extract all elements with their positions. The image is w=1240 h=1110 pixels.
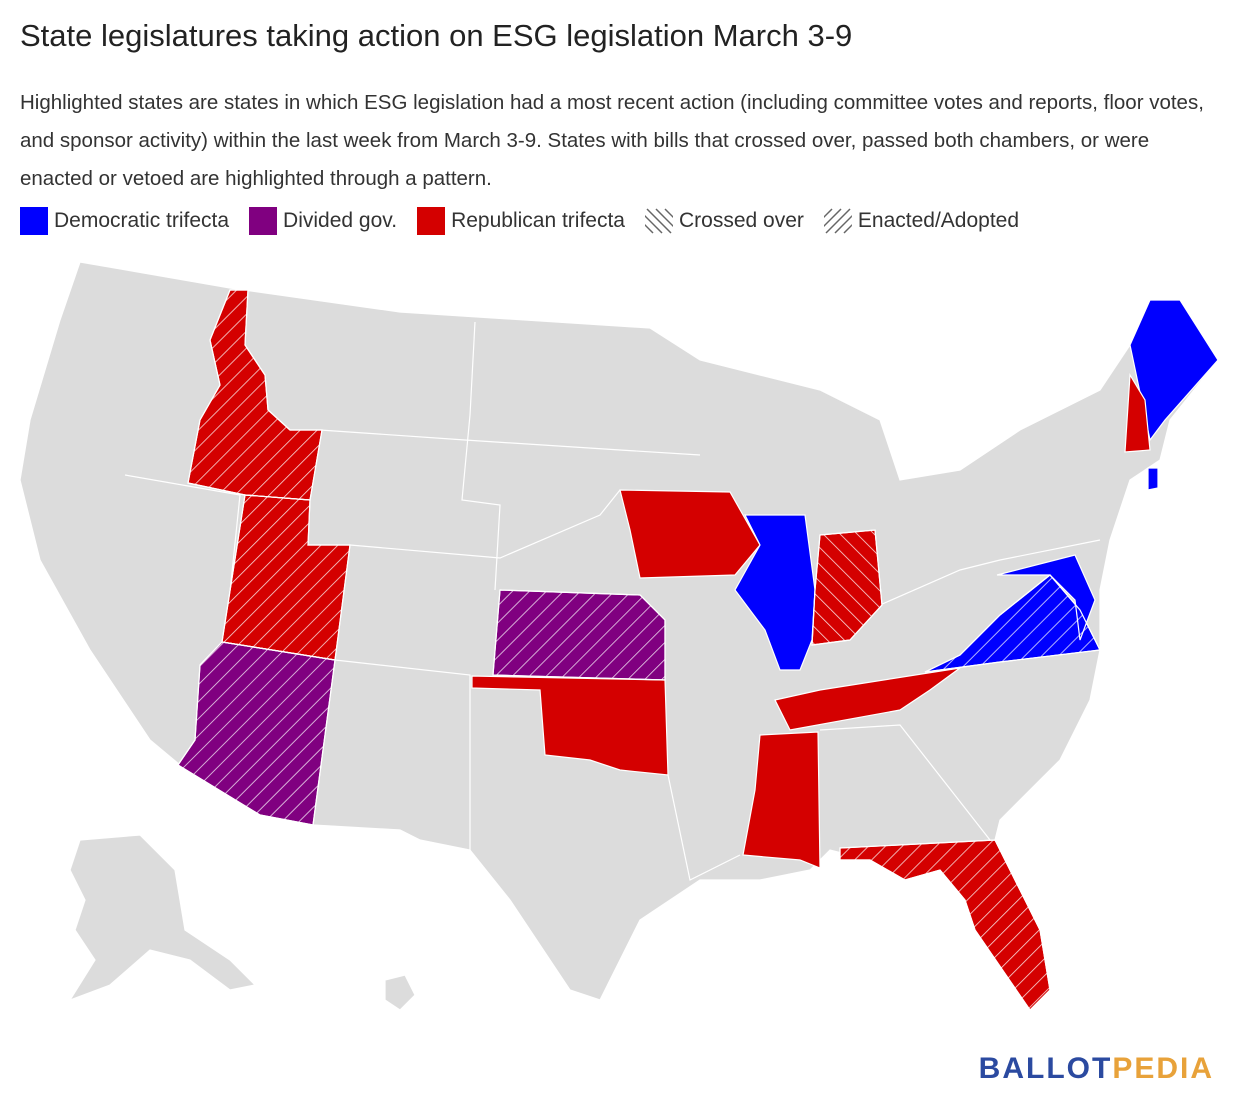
- legend-label: Enacted/Adopted: [857, 209, 1020, 232]
- state: [1124, 373, 1151, 453]
- swatch-fill: [20, 207, 48, 235]
- legend-item: Democratic trifecta: [20, 207, 229, 235]
- state-pattern: [177, 641, 336, 826]
- state-border: [879, 539, 1101, 606]
- legend-swatch: [417, 207, 446, 235]
- state-border: [819, 724, 991, 841]
- legend-label: Republican trifecta: [451, 209, 625, 232]
- state-border: [461, 321, 501, 591]
- legend-label: Crossed over: [679, 209, 804, 232]
- legend-item: Republican trifecta: [417, 207, 625, 235]
- swatch-hatch: [824, 209, 841, 233]
- swatch-hatch: [826, 209, 850, 233]
- state: [1129, 299, 1219, 442]
- logo: BALLOTPEDIA: [979, 1052, 1214, 1086]
- state: [619, 489, 761, 579]
- state-pattern: [811, 529, 883, 646]
- state-border: [349, 489, 621, 559]
- state: [774, 667, 961, 731]
- swatch-hatch: [835, 209, 852, 233]
- swatch-hatch: [844, 209, 852, 233]
- swatch-hatch: [656, 209, 673, 233]
- state-border: [667, 774, 741, 881]
- legend-item: Divided gov.: [249, 207, 397, 235]
- subtitle: Highlighted states are states in which E…: [20, 91, 1204, 190]
- swatch-hatch: [647, 209, 671, 233]
- swatch-hatch: [665, 209, 673, 233]
- swatch-hatch: [645, 209, 653, 233]
- title: State legislatures taking action on ESG …: [20, 18, 853, 53]
- legend: Democratic trifecta Divided gov. Republica…: [20, 207, 1019, 235]
- logo-second: PEDIA: [1112, 1052, 1214, 1085]
- alaska: [68, 834, 257, 1002]
- legend-label: Divided gov.: [283, 209, 398, 232]
- highlighted-states: [177, 289, 1219, 1011]
- state-pattern: [492, 589, 666, 681]
- state-border: [334, 659, 471, 850]
- swatch-hatch: [824, 209, 832, 233]
- state-border: [319, 429, 701, 456]
- legend-swatch: [20, 207, 48, 235]
- state-pattern: [924, 574, 1101, 673]
- state-pattern: [839, 839, 1051, 1011]
- state: [742, 731, 821, 869]
- logo-first: BALLOT: [978, 1052, 1113, 1085]
- state-pattern: [187, 289, 323, 501]
- state: [1147, 467, 1159, 491]
- state: [471, 675, 669, 776]
- map: [19, 261, 1219, 1011]
- state: [734, 514, 816, 671]
- swatch-fill: [417, 207, 446, 235]
- legend-item: Enacted/Adopted: [824, 207, 1019, 235]
- legend-swatch: [645, 207, 673, 235]
- swatch-hatch: [645, 209, 662, 233]
- hawaii: [384, 974, 416, 1011]
- legend-swatch: [249, 207, 278, 235]
- swatch-fill: [249, 207, 278, 235]
- legend-swatch: [824, 207, 852, 235]
- legend-label: Democratic trifecta: [54, 209, 230, 232]
- legend-item: Crossed over: [645, 207, 804, 235]
